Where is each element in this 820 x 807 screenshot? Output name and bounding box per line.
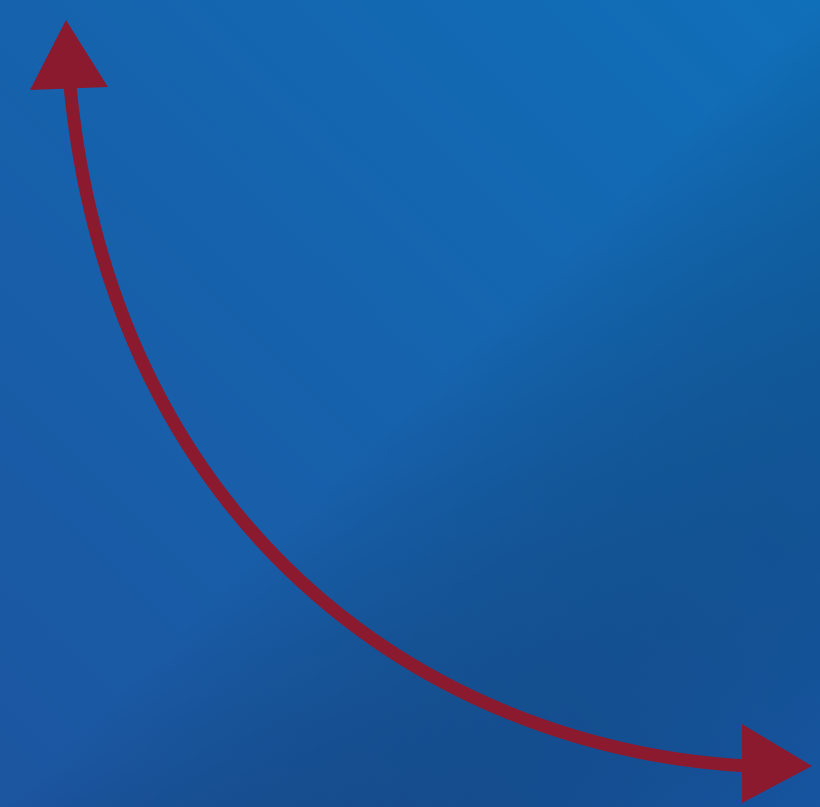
- background-shade: [0, 0, 820, 807]
- diagram-canvas: [0, 0, 820, 807]
- diagram-svg: [0, 0, 820, 807]
